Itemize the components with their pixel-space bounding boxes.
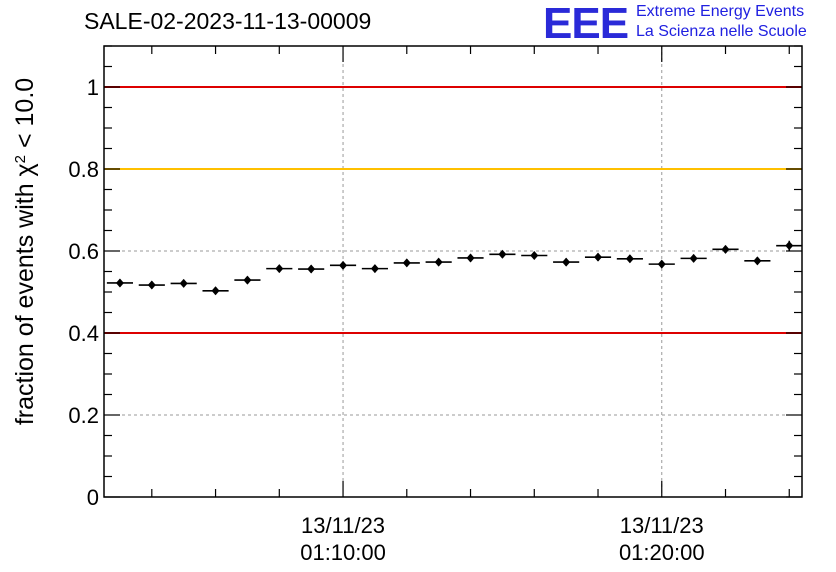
y-tick-label: 0.8	[68, 157, 99, 182]
point-marker	[625, 254, 634, 264]
grid-lines	[104, 46, 802, 497]
data-point	[616, 254, 643, 264]
y-tick-label: 0.2	[68, 403, 99, 428]
y-tick-label: 0	[87, 485, 99, 510]
point-marker	[657, 259, 666, 269]
chart-title: SALE-02-2023-11-13-00009	[84, 8, 372, 34]
data-point	[712, 244, 739, 254]
point-marker	[721, 244, 730, 254]
reference-lines	[104, 86, 802, 334]
data-point	[553, 257, 580, 267]
point-marker	[753, 256, 762, 266]
y-axis-label-suffix: < 10.0	[11, 78, 39, 155]
y-tick-label: 0.4	[68, 321, 99, 346]
eee-logo: EEE	[543, 0, 629, 48]
data-point	[584, 252, 612, 262]
x-tick-label-date: 13/11/23	[620, 513, 704, 538]
point-marker	[530, 251, 539, 261]
point-marker	[562, 257, 571, 267]
y-axis-label-exponent: 2	[12, 155, 29, 163]
point-marker	[211, 286, 220, 296]
y-tick-label: 1	[87, 75, 99, 100]
data-point	[298, 264, 325, 274]
x-tick-label-date: 13/11/23	[301, 513, 385, 538]
point-marker	[243, 275, 252, 285]
axis-ticks	[104, 45, 802, 498]
y-tick-label: 0.6	[68, 239, 99, 264]
data-points	[106, 240, 803, 296]
point-marker	[434, 257, 443, 267]
data-point	[393, 258, 420, 268]
point-marker	[594, 252, 603, 262]
data-point	[170, 278, 197, 288]
point-marker	[275, 264, 284, 274]
data-point	[776, 240, 803, 251]
data-point	[680, 253, 707, 263]
y-axis-label-symbol: χ	[11, 163, 39, 176]
point-marker	[689, 253, 698, 263]
data-point	[266, 264, 293, 274]
data-point	[521, 251, 548, 261]
data-point	[234, 275, 261, 285]
point-marker	[785, 241, 794, 251]
data-point	[744, 256, 771, 266]
y-axis-label: fraction of events with χ2 < 10.0	[11, 78, 39, 425]
data-point	[457, 253, 484, 263]
data-point	[329, 260, 357, 270]
point-marker	[339, 260, 348, 270]
data-point	[202, 286, 229, 296]
plot-frame	[103, 45, 803, 498]
data-point	[361, 264, 388, 274]
logo-line-2: La Scienza nelle Scuole	[636, 23, 807, 40]
point-marker	[115, 278, 124, 288]
point-marker	[466, 253, 475, 263]
x-tick-label-time: 01:20:00	[619, 540, 705, 565]
point-marker	[179, 278, 188, 288]
point-marker	[307, 264, 316, 274]
data-point	[489, 249, 516, 259]
point-marker	[147, 280, 156, 290]
point-marker	[370, 264, 379, 274]
y-axis-label-prefix: fraction of events with	[11, 176, 39, 425]
tick-labels: 00.20.40.60.8113/11/2301:10:0013/11/2301…	[68, 75, 704, 565]
x-tick-label-time: 01:10:00	[300, 540, 386, 565]
point-marker	[498, 249, 507, 259]
data-point	[106, 278, 134, 288]
data-point	[648, 259, 675, 269]
logo-line-1: Extreme Energy Events	[636, 3, 805, 20]
data-point	[425, 257, 452, 267]
data-point	[138, 280, 165, 290]
point-marker	[402, 258, 411, 268]
